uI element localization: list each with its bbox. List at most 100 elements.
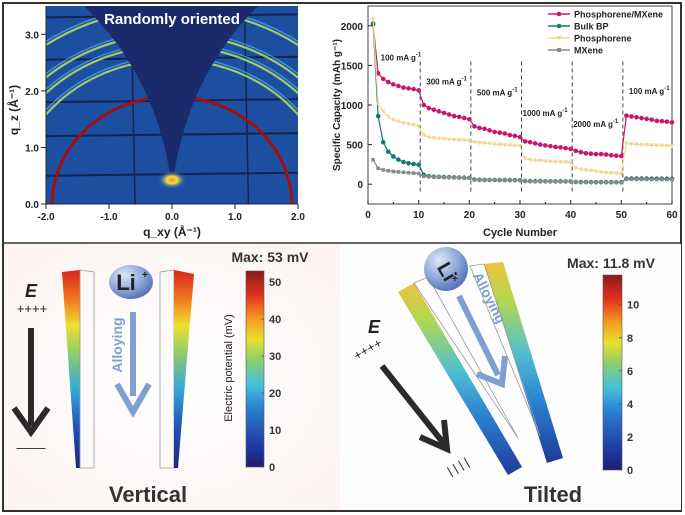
data-point	[537, 142, 543, 147]
legend-marker	[556, 23, 562, 29]
tilted-beam-left-outline	[413, 276, 519, 439]
data-point	[654, 118, 660, 124]
data-point	[664, 144, 670, 149]
data-point	[396, 157, 401, 162]
gisaxs-ytick-label: 3.0	[25, 30, 39, 41]
data-point	[649, 143, 655, 148]
data-point	[527, 158, 533, 163]
data-point	[401, 159, 406, 165]
data-point	[426, 105, 432, 111]
data-point	[639, 142, 644, 147]
rate-current-label: 1000 mA g-1	[523, 108, 569, 118]
data-point	[487, 128, 492, 133]
data-point	[416, 162, 421, 168]
data-point	[639, 177, 644, 182]
data-point	[461, 138, 467, 143]
data-point	[512, 133, 518, 139]
data-point	[512, 143, 518, 148]
data-point	[522, 156, 528, 162]
data-point	[578, 149, 584, 155]
rate-legend: Phosphorene/MXene Bulk BP Phosphorene MXene	[548, 10, 663, 56]
data-point	[624, 113, 629, 118]
data-point	[411, 171, 416, 175]
data-point	[543, 179, 548, 184]
field-arrow-shaft	[28, 328, 34, 426]
data-point	[492, 129, 497, 135]
data-point	[629, 142, 634, 147]
legend-label: Phosphorene	[574, 34, 632, 44]
data-point	[467, 138, 472, 143]
data-point	[421, 174, 426, 179]
vertical-background	[4, 244, 340, 510]
legend-marker	[556, 11, 562, 17]
legend-label: Bulk BP	[574, 22, 609, 32]
data-point	[579, 180, 583, 184]
rate-series	[370, 17, 675, 185]
data-point	[472, 140, 477, 145]
data-point	[385, 114, 391, 120]
vertical-colorbar	[245, 270, 265, 468]
data-point	[614, 180, 619, 185]
field-arrow-shaft-tilted	[379, 364, 448, 447]
vertical-panel: Li + Alloying E ++++ –––– Max: 53 mV 0 10…	[4, 244, 340, 510]
data-point	[406, 122, 411, 127]
data-point	[380, 76, 386, 82]
rate-xtick-label: 60	[666, 210, 678, 221]
data-point	[396, 119, 401, 124]
data-point	[487, 141, 492, 147]
data-point	[548, 179, 553, 184]
data-point	[427, 174, 431, 179]
data-point	[619, 180, 624, 185]
data-point	[441, 137, 447, 142]
colorbar-tick-label: 2	[627, 432, 633, 444]
data-point	[370, 17, 376, 22]
data-point	[634, 114, 639, 120]
li-ion-charge: +	[142, 270, 148, 281]
data-point	[492, 142, 497, 147]
data-point	[416, 88, 421, 93]
data-point	[487, 177, 492, 182]
vertical-colorbar-ticks: 0 10 20 30 40 50	[261, 277, 281, 474]
data-point	[477, 141, 482, 146]
data-point	[634, 177, 639, 182]
data-point	[462, 176, 467, 180]
colorbar-label: Electric potential (mV)	[223, 314, 235, 422]
data-point	[588, 168, 594, 173]
gisaxs-missing-wedge	[84, 6, 258, 190]
li-ion-label: Li	[116, 270, 136, 295]
rate-chart-panel: 0 10 20 30 40 50 60 0 500 1000 1500 2000 100 mA g-1…	[332, 5, 678, 239]
li-ion-charge-tilted: +	[452, 274, 458, 285]
data-point	[603, 170, 609, 175]
colorbar-tick-label: 4	[627, 399, 634, 411]
data-point	[431, 136, 437, 141]
colorbar-tick-label: 10	[269, 425, 281, 437]
data-point	[451, 113, 457, 119]
data-point	[421, 102, 427, 108]
data-point	[619, 171, 624, 177]
vertical-beam-left-outline	[79, 269, 95, 469]
data-point	[461, 115, 467, 121]
data-point	[396, 83, 401, 89]
rate-xlabel: Cycle Number	[483, 227, 558, 239]
colorbar-tick-label: 50	[269, 277, 281, 289]
data-point	[385, 149, 391, 155]
rate-xtick-label: 10	[413, 210, 425, 221]
data-point	[613, 171, 619, 176]
data-point	[644, 142, 649, 148]
tilted-colorbar	[602, 274, 623, 471]
data-point	[456, 138, 462, 143]
data-point	[578, 167, 584, 172]
data-point	[608, 152, 614, 158]
data-point	[396, 170, 401, 174]
data-point	[665, 177, 669, 182]
data-point	[568, 146, 573, 152]
data-point	[613, 153, 619, 158]
data-point	[436, 109, 442, 114]
data-point	[568, 160, 573, 166]
data-point	[649, 117, 655, 122]
data-point	[624, 177, 629, 182]
rate-xtick-label: 50	[616, 210, 628, 221]
data-point	[457, 175, 461, 180]
data-point	[527, 139, 533, 145]
